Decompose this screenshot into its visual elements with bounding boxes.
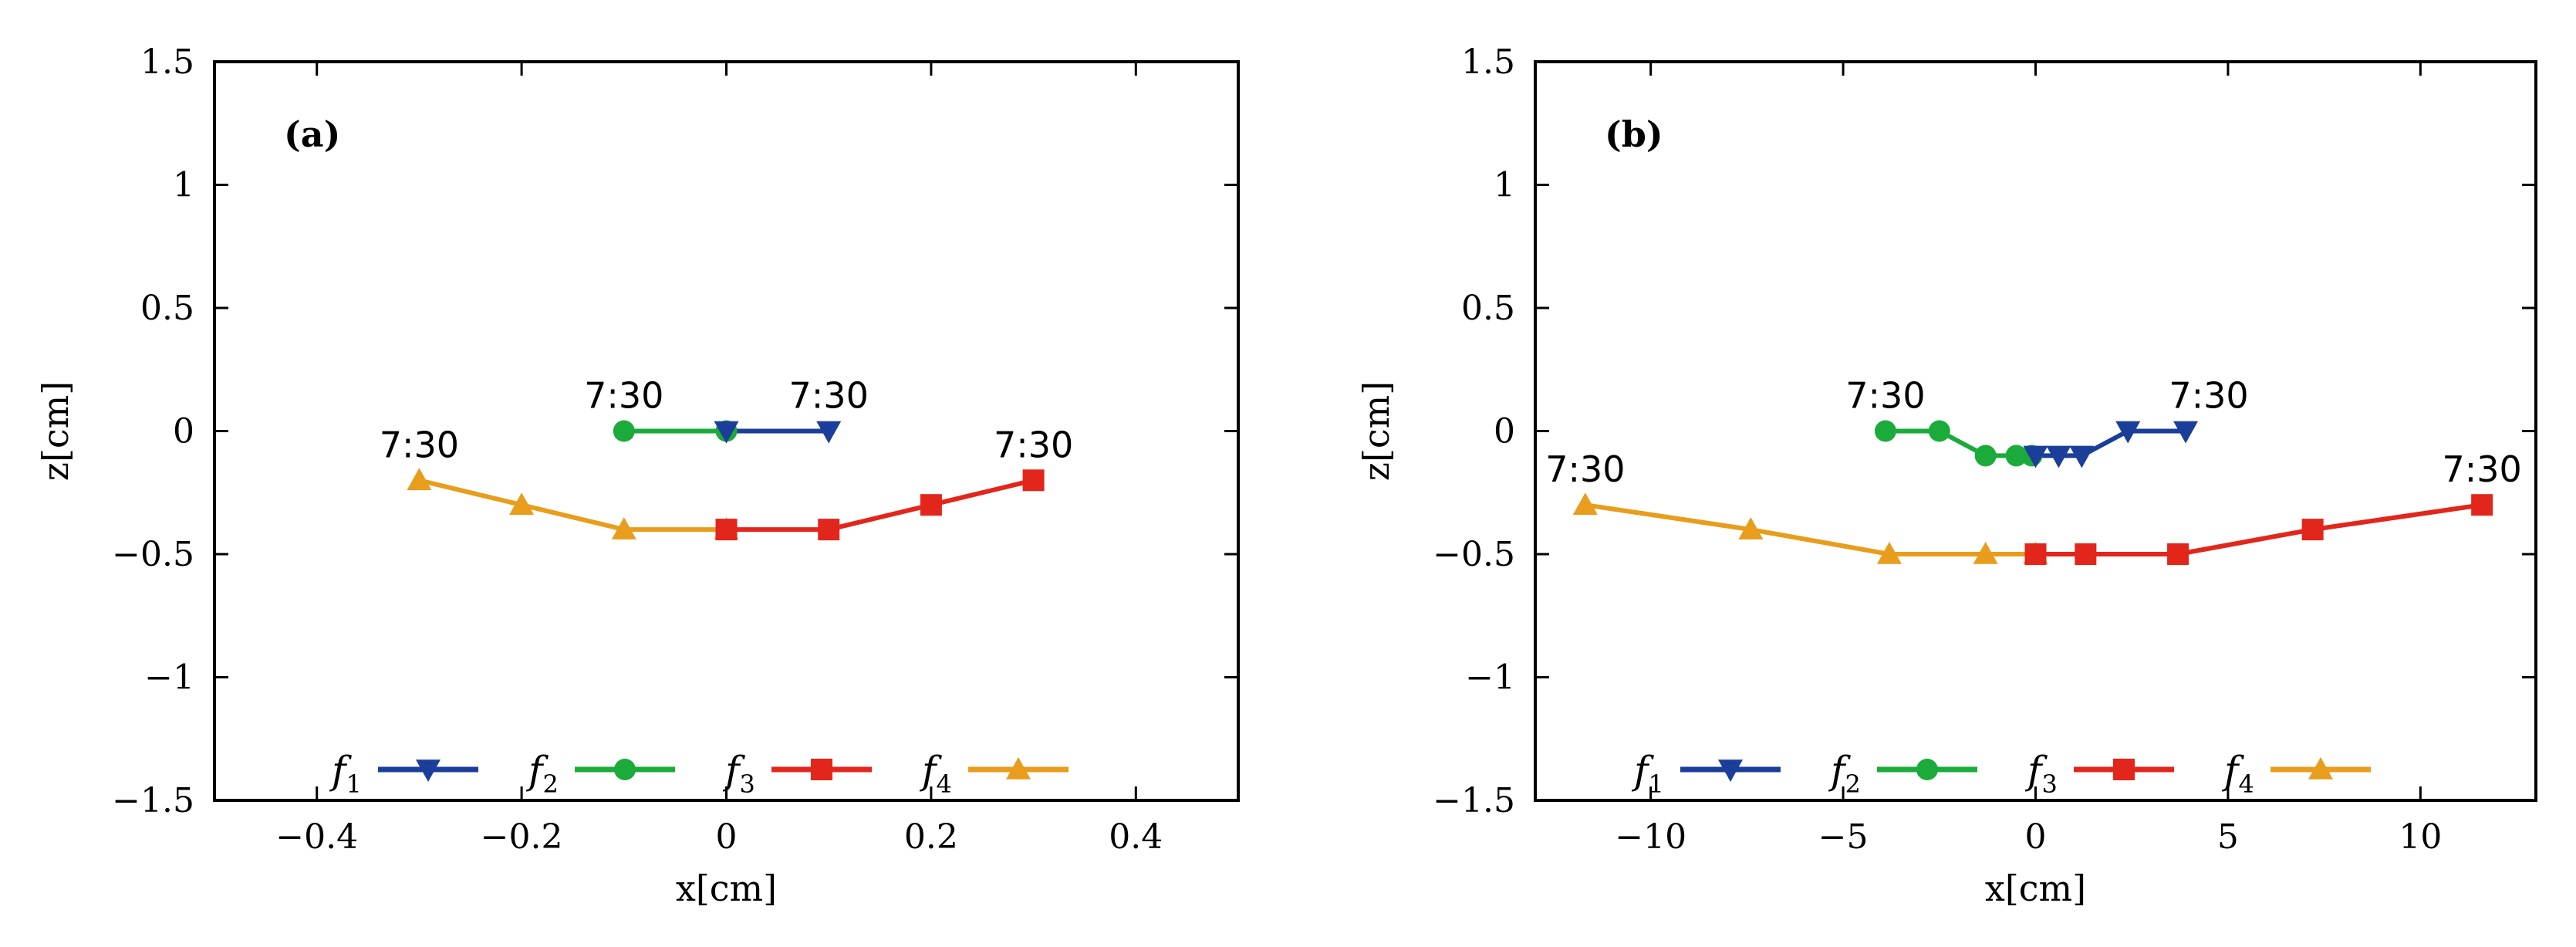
series-f4-point (1572, 492, 1598, 515)
x-tick-label: 0 (716, 817, 738, 857)
legend-f4-label: f4 (919, 748, 952, 799)
legend-f1-label: f1 (329, 748, 362, 799)
legend-f2-subscript: 2 (1845, 769, 1861, 799)
y-tick-label: −0.5 (112, 535, 194, 574)
legend-f4-label: f4 (2221, 748, 2254, 799)
series-f1-point (2046, 445, 2071, 468)
series-f3-point (2024, 543, 2047, 565)
y-axis-label: z[cm] (1356, 381, 1397, 482)
series-f2-point (2005, 445, 2027, 467)
panel-a: −0.4 −0.2 0 0.2 0.4 −1.5 −1 −0.5 0 0.5 1 1.5 x[cm] z[… (35, 42, 1240, 909)
series-f4-point (509, 492, 535, 515)
legend-f3-marker (811, 759, 832, 780)
legend-f4-subscript: 4 (2239, 769, 2254, 799)
series-f4-point (1973, 542, 1998, 564)
plot-frame (213, 60, 1240, 802)
y-tick-label: 0.5 (1461, 289, 1515, 328)
legend-f3-marker (2113, 759, 2135, 780)
series-f3-point (920, 494, 942, 516)
series-f4-point (407, 468, 432, 491)
legend-f2-label: f2 (1828, 748, 1861, 799)
x-tick-label: 5 (2217, 817, 2239, 857)
legend-f3-subscript: 3 (740, 769, 755, 799)
series-f1-point (816, 421, 842, 444)
series-f4-line (418, 478, 727, 533)
y-tick-label: 0 (1494, 412, 1515, 452)
legend-f1-label: f1 (1631, 748, 1664, 799)
series-f3-point (715, 519, 738, 541)
legend-f3-label: f3 (2024, 748, 2058, 799)
series-f3-line (2035, 502, 2483, 556)
x-tick-label: 10 (2399, 817, 2442, 857)
series-f3-point (2075, 543, 2097, 565)
x-tick-label: −0.2 (481, 817, 563, 857)
legend-f2-marker (1916, 759, 1938, 780)
series-f4-line (1585, 502, 2036, 556)
series-f3-point (1022, 469, 1045, 492)
legend-f1-marker (1718, 759, 1743, 782)
panel-label: (b) (1605, 113, 1663, 155)
legend-f2-subscript: 2 (543, 769, 559, 799)
x-tick-label: −5 (1818, 817, 1869, 857)
legend-f3-subscript: 3 (2042, 769, 2058, 799)
panel-label: (a) (284, 113, 340, 155)
series-f1-point (714, 421, 739, 444)
time-annotation: 7:30 (789, 375, 869, 417)
series-f1-point (2023, 445, 2048, 468)
series-f2-point (613, 420, 635, 442)
x-tick-label: 0 (2025, 817, 2047, 857)
legend-f4-subscript: 4 (937, 769, 952, 799)
y-tick-label: −1.5 (112, 781, 194, 820)
legend-f2-label: f2 (525, 748, 559, 799)
x-tick-label: −0.4 (275, 817, 358, 857)
series-f2-point (1974, 445, 1997, 467)
series-f1-point (2173, 421, 2199, 444)
x-axis-label: x[cm] (1985, 868, 2086, 909)
y-tick-label: 1 (1494, 166, 1515, 205)
panel-b: −10 −5 0 5 10 −1.5 −1 −0.5 0 0.5 1 1.5 x[cm] z[cm] (b)… (1356, 42, 2537, 909)
time-annotation: 7:30 (380, 424, 459, 465)
legend-f1-subscript: 1 (1649, 769, 1664, 799)
series-f3-point (2471, 494, 2493, 516)
x-tick-label: −10 (1615, 817, 1686, 857)
y-tick-label: 1.5 (140, 42, 194, 82)
time-annotation: 7:30 (994, 424, 1073, 465)
series-f3-point (818, 519, 840, 541)
y-tick-label: 0 (173, 412, 194, 452)
legend-f2-marker (614, 759, 636, 780)
series-f2-point (1874, 420, 1896, 442)
y-tick-label: −1.5 (1433, 781, 1515, 820)
legend-f4-marker (1006, 757, 1031, 780)
y-axis-label: z[cm] (35, 381, 76, 482)
y-tick-label: 1.5 (1461, 42, 1515, 82)
time-annotation: 7:30 (2443, 448, 2522, 490)
plot-frame (1534, 60, 2537, 802)
legend-f1-subscript: 1 (346, 769, 362, 799)
x-tick-label: 0.4 (1109, 817, 1163, 857)
series-f4-point (611, 517, 636, 539)
legend-f3-label: f3 (722, 748, 755, 799)
y-tick-label: 0.5 (140, 289, 194, 328)
y-tick-label: 1 (173, 166, 194, 205)
time-annotation: 7:30 (2169, 375, 2248, 417)
series-f1-point (2069, 445, 2095, 468)
time-annotation: 7:30 (1545, 448, 1625, 490)
legend-f1-marker (416, 759, 441, 782)
time-annotation: 7:30 (584, 375, 663, 417)
y-tick-label: −1 (1465, 658, 1515, 698)
series-f3-point (2301, 519, 2324, 541)
time-annotation: 7:30 (1845, 375, 1925, 417)
series-f2-point (1928, 420, 1950, 442)
legend-f4-marker (2308, 757, 2333, 780)
x-tick-label: 0.2 (904, 817, 958, 857)
series-f1-point (2115, 421, 2141, 444)
series-f4-point (1738, 517, 1764, 539)
y-tick-label: −1 (144, 658, 194, 698)
x-axis-label: x[cm] (676, 868, 777, 909)
series-f3-point (2167, 543, 2189, 565)
y-tick-label: −0.5 (1433, 535, 1515, 574)
series-f4-point (1876, 542, 1902, 564)
series-f3-line (726, 478, 1035, 533)
